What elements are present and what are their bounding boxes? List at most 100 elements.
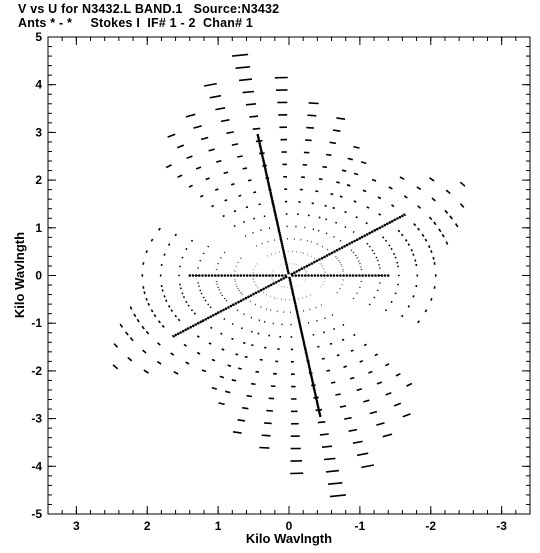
uv-point — [276, 223, 279, 226]
uv-point — [274, 281, 278, 284]
uv-track — [196, 335, 200, 338]
uv-track — [242, 167, 248, 170]
uv-track — [417, 227, 421, 231]
uv-point — [340, 246, 344, 249]
uv-track — [141, 325, 145, 330]
uv-track — [143, 369, 149, 374]
uv-track — [441, 233, 445, 238]
uv-point — [296, 312, 299, 316]
uv-track — [413, 223, 417, 227]
uv-point — [309, 370, 312, 373]
y-tick-label: 5 — [35, 30, 42, 44]
uv-point — [323, 255, 326, 259]
uv-point — [311, 382, 315, 386]
uv-track — [177, 174, 183, 179]
uv-track — [240, 327, 243, 330]
uv-point — [305, 355, 309, 358]
uv-track — [308, 102, 319, 105]
uv-point — [300, 274, 304, 277]
uv-point — [282, 252, 286, 256]
uv-track — [129, 337, 134, 342]
uv-track — [349, 376, 355, 380]
uv-point — [309, 372, 313, 375]
uv-track — [373, 252, 376, 255]
uv-track — [210, 326, 213, 329]
uv-point — [269, 283, 273, 287]
uv-track — [402, 413, 411, 418]
x-tick-label: 0 — [286, 519, 293, 533]
uv-track — [402, 213, 407, 217]
uv-point — [239, 299, 243, 303]
uv-point — [260, 153, 264, 156]
uv-track — [410, 248, 413, 252]
uv-point — [328, 252, 331, 256]
uv-point — [277, 279, 281, 283]
uv-track — [236, 309, 239, 312]
uv-track — [417, 205, 422, 209]
uv-point — [265, 174, 269, 177]
uv-track — [406, 382, 413, 387]
uv-point — [254, 291, 258, 295]
uv-point — [194, 274, 198, 277]
x-tick-label: -1 — [355, 519, 366, 533]
uv-track — [230, 183, 235, 186]
data-points — [112, 53, 466, 498]
uv-point — [391, 219, 394, 223]
uv-point — [269, 193, 273, 196]
uv-track — [226, 131, 234, 135]
uv-point — [355, 274, 358, 277]
uv-point — [350, 241, 354, 244]
uv-point — [261, 274, 265, 277]
uv-point — [320, 256, 324, 260]
uv-track — [341, 169, 347, 172]
uv-track — [403, 195, 408, 199]
uv-point — [257, 290, 260, 293]
uv-point — [259, 146, 263, 150]
uv-point — [332, 274, 336, 277]
uv-point — [272, 203, 275, 207]
uv-point — [388, 221, 392, 224]
uv-track — [186, 155, 193, 160]
uv-point — [262, 161, 266, 164]
uv-point — [293, 271, 296, 275]
uv-track — [242, 90, 255, 94]
uv-point — [304, 274, 307, 277]
uv-point — [273, 208, 276, 211]
uv-point — [270, 197, 274, 201]
uv-track — [344, 210, 347, 214]
uv-point — [301, 333, 304, 337]
uv-track — [207, 245, 210, 248]
uv-track — [343, 365, 348, 368]
uv-track — [424, 238, 428, 242]
uv-track — [171, 334, 176, 338]
uv-point — [393, 218, 397, 222]
uv-track — [231, 337, 234, 341]
uv-point — [209, 315, 213, 318]
uv-point — [314, 393, 317, 396]
uv-point — [355, 238, 359, 241]
uv-point — [329, 274, 333, 277]
uv-point — [310, 378, 314, 382]
uv-point — [398, 215, 402, 219]
uv-point — [264, 286, 268, 289]
uv-point — [288, 276, 291, 280]
uv-track — [163, 295, 166, 298]
uv-track — [393, 402, 402, 407]
uv-point — [260, 150, 263, 154]
uv-point — [281, 274, 284, 277]
uv-point — [239, 274, 243, 277]
uv-point — [279, 278, 283, 281]
uv-track — [368, 245, 371, 248]
uv-point — [214, 274, 217, 277]
uv-point — [181, 329, 185, 333]
uv-track — [318, 178, 323, 181]
uv-track — [371, 249, 374, 252]
uv-point — [275, 220, 279, 224]
uv-track — [223, 251, 226, 254]
uv-point — [292, 297, 296, 301]
uv-track — [124, 331, 129, 336]
uv-track — [157, 227, 161, 231]
uv-point — [302, 342, 306, 346]
uv-point — [313, 391, 317, 394]
uv-point — [227, 306, 230, 309]
